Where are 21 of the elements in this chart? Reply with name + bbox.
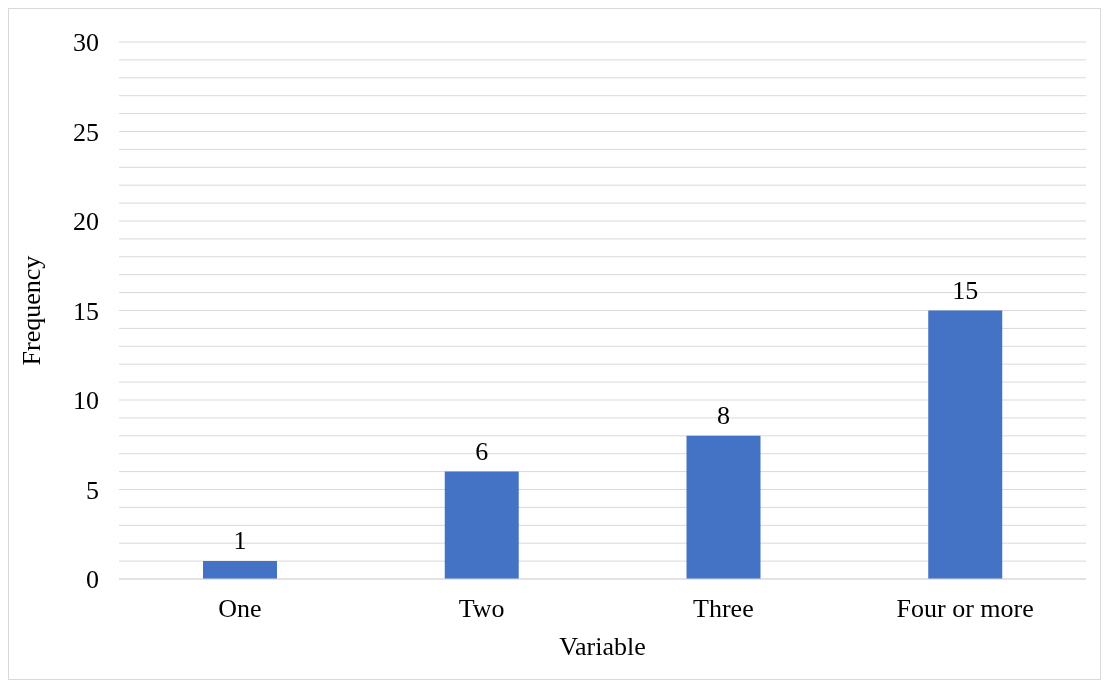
y-tick-label: 5 <box>86 475 99 505</box>
x-tick-label: Two <box>458 594 505 624</box>
y-tick-label: 25 <box>73 117 99 147</box>
data-label: 15 <box>952 275 979 305</box>
x-tick-label: Three <box>693 594 754 624</box>
bar <box>444 471 519 579</box>
x-tick-label: Four or more <box>896 594 1034 624</box>
data-label: 6 <box>475 436 489 466</box>
data-label: 1 <box>233 526 247 556</box>
y-tick-label: 10 <box>73 386 99 416</box>
y-tick-label: 15 <box>73 296 99 326</box>
x-axis-title: Variable <box>559 632 646 661</box>
data-label: 8 <box>717 400 730 430</box>
bar <box>928 310 1003 579</box>
y-tick-label: 30 <box>73 28 99 58</box>
y-axis-title: Frequency <box>17 255 47 366</box>
x-tick-label: One <box>218 594 262 624</box>
y-tick-label: 20 <box>73 207 99 237</box>
bar <box>686 435 761 579</box>
y-tick-label: 0 <box>86 565 99 595</box>
bar <box>203 561 277 579</box>
